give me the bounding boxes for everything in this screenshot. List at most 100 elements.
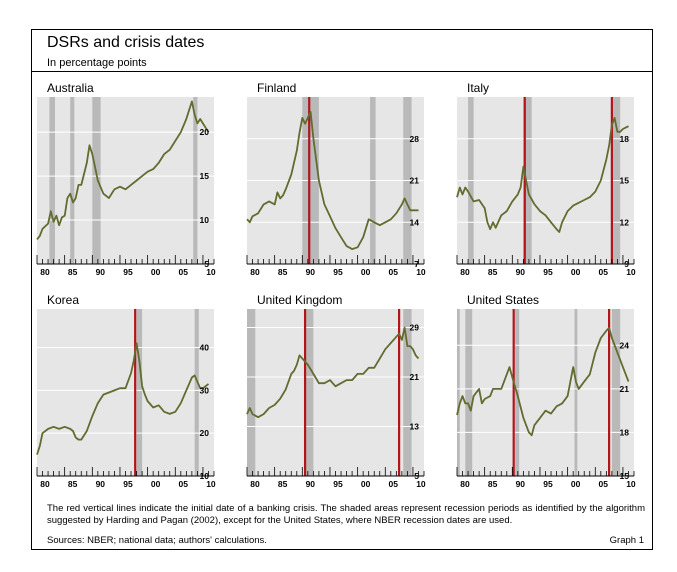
graph-label: Graph 1 [609,535,644,546]
y-tick-label: 29 [410,323,420,333]
figure-subtitle: In percentage points [47,57,147,69]
x-tick-label: 10 [206,479,216,489]
y-tick-label: 13 [410,422,420,432]
series-line [246,326,420,419]
x-tick-label: 85 [68,479,78,489]
y-tick-label: 20 [200,428,210,438]
x-tick-label: 90 [96,479,106,489]
y-tick-label: 28 [410,134,420,144]
series-line [246,111,419,251]
x-tick-label: 95 [123,479,133,489]
x-tick-label: 10 [626,267,636,277]
recession-band [574,309,578,476]
y-tick-label: 21 [410,176,420,186]
panel-title: United Kingdom [257,293,342,307]
x-tick-label: 90 [306,479,316,489]
recession-band [92,97,101,264]
x-tick-label: 95 [333,267,343,277]
series-line [36,342,210,455]
x-tick-label: 10 [416,479,426,489]
recession-band [457,309,460,476]
series-line [456,326,630,437]
y-tick-label: 15 [620,176,630,186]
recession-band [611,309,621,476]
recession-band [247,309,256,476]
figure-title: DSRs and crisis dates [47,34,205,51]
x-tick-label: 90 [516,267,526,277]
x-tick-label: 90 [306,267,316,277]
recession-band [194,309,199,476]
recession-band [403,309,412,476]
recession-band [305,309,314,476]
x-tick-label: 05 [179,267,189,277]
x-tick-label: 00 [151,267,161,277]
recession-band [70,97,75,264]
y-tick-label: 40 [200,343,210,353]
recession-band [136,309,143,476]
y-tick-label: 30 [200,385,210,395]
x-tick-label: 95 [123,267,133,277]
recession-band [49,97,55,264]
x-tick-label: 00 [361,267,371,277]
x-tick-label: 85 [68,267,78,277]
header-divider [31,71,653,72]
x-tick-label: 90 [96,267,106,277]
footnote: The red vertical lines indicate the init… [47,503,645,526]
recession-band [465,309,473,476]
plot-area [37,97,214,264]
x-tick-label: 00 [571,267,581,277]
panel-title: Finland [257,81,296,95]
y-tick-label: 21 [620,384,630,394]
x-tick-label: 05 [389,479,399,489]
y-tick-label: 10 [200,215,210,225]
sources-note: Sources: NBER; national data; authors' c… [47,535,267,546]
y-tick-label: 18 [620,134,630,144]
x-tick-label: 80 [460,479,470,489]
y-tick-label: 20 [200,127,210,137]
x-tick-label: 00 [361,479,371,489]
x-tick-label: 00 [151,479,161,489]
plot-area [457,309,634,476]
x-tick-label: 95 [543,267,553,277]
figure-frame [31,29,653,550]
x-tick-label: 80 [40,479,50,489]
y-tick-label: 12 [620,217,630,227]
x-tick-label: 80 [40,267,50,277]
series-line [36,100,210,240]
x-tick-label: 05 [389,267,399,277]
recession-band [193,97,198,264]
panel-title: Australia [47,81,94,95]
y-tick-label: 15 [200,171,210,181]
panel-title: Korea [47,293,79,307]
y-tick-label: 24 [620,340,630,350]
x-tick-label: 05 [599,267,609,277]
x-tick-label: 95 [333,479,343,489]
x-tick-label: 85 [488,267,498,277]
y-tick-label: 14 [410,217,420,227]
x-tick-label: 00 [571,479,581,489]
panel-title: United States [467,293,539,307]
x-tick-label: 10 [626,479,636,489]
plot-area [37,309,214,476]
plot-area [247,309,424,476]
x-tick-label: 80 [250,267,260,277]
x-tick-label: 85 [278,479,288,489]
x-tick-label: 10 [206,267,216,277]
x-tick-label: 85 [488,479,498,489]
panel-title: Italy [467,81,489,95]
x-tick-label: 80 [460,267,470,277]
x-tick-label: 90 [516,479,526,489]
x-tick-label: 10 [416,267,426,277]
x-tick-label: 85 [278,267,288,277]
x-tick-label: 05 [599,479,609,489]
series-line [456,117,629,233]
x-tick-label: 80 [250,479,260,489]
x-tick-label: 95 [543,479,553,489]
y-tick-label: 18 [620,427,630,437]
